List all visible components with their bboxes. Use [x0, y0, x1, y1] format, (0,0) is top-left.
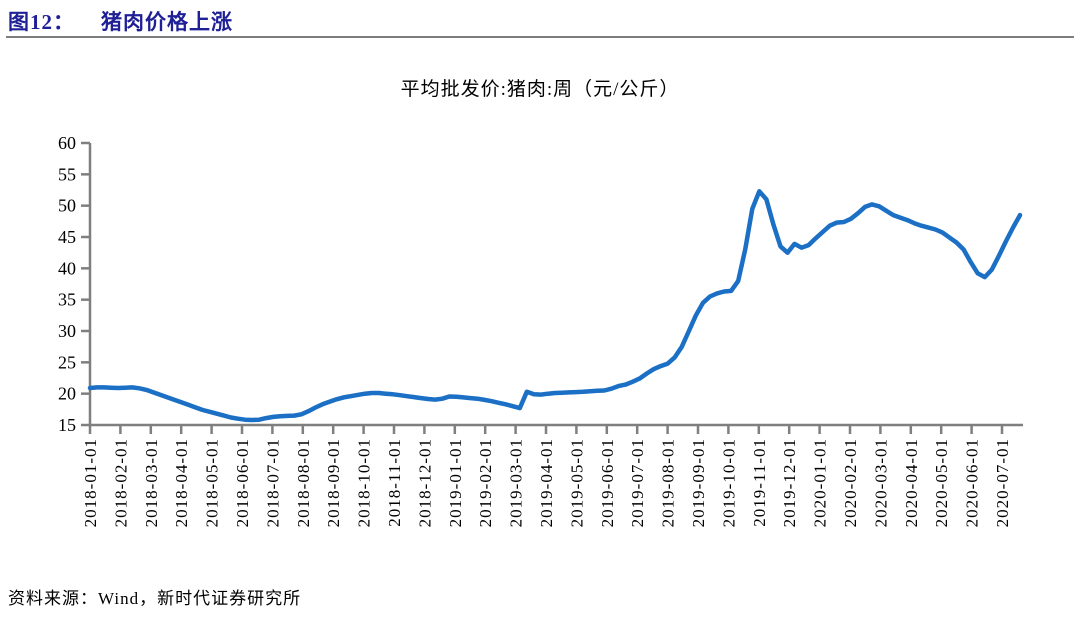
- figure-header: 图12： 猪肉价格上涨: [8, 6, 1072, 36]
- y-tick-label: 40: [58, 258, 76, 278]
- x-tick-label: 2019-01-01: [446, 438, 465, 527]
- y-tick-label: 50: [58, 196, 76, 216]
- figure-number-label: 图12：: [8, 10, 75, 34]
- y-tick-label: 25: [58, 352, 76, 372]
- x-tick-label: 2020-02-01: [841, 438, 860, 527]
- x-tick-label: 2019-05-01: [567, 438, 586, 527]
- x-tick-label: 2019-08-01: [659, 438, 678, 527]
- x-tick-label: 2018-09-01: [324, 438, 343, 527]
- x-tick-label: 2018-11-01: [385, 438, 404, 527]
- source-note: 资料来源：Wind，新时代证券研究所: [8, 589, 302, 608]
- axes-group: [81, 141, 1023, 434]
- x-tick-label: 2019-06-01: [598, 438, 617, 527]
- x-tick-label: 2019-10-01: [719, 438, 738, 527]
- x-tick-label: 2018-12-01: [415, 438, 434, 527]
- x-tick-label: 2020-06-01: [963, 438, 982, 527]
- x-tick-label: 2020-05-01: [932, 438, 951, 527]
- x-tick-label: 2020-01-01: [811, 438, 830, 527]
- x-tick-label: 2018-03-01: [142, 438, 161, 527]
- y-tick-label: 35: [58, 290, 76, 310]
- x-tick-label: 2018-01-01: [81, 438, 100, 527]
- y-tick-label: 30: [58, 321, 76, 341]
- x-tick-label: 2018-06-01: [233, 438, 252, 527]
- x-tick-label: 2018-05-01: [203, 438, 222, 527]
- x-tick-label: 2020-07-01: [993, 438, 1012, 527]
- x-tick-label: 2020-03-01: [871, 438, 890, 527]
- x-tick-label: 2019-11-01: [750, 438, 769, 527]
- x-tick-label: 2018-08-01: [294, 438, 313, 527]
- price-line: [87, 189, 1023, 423]
- x-tick-label: 2020-04-01: [902, 438, 921, 527]
- tick-labels-group: 60 55 50 45 40 35 30 25 20 15 2018-01-01 2018-02-01…: [58, 133, 1012, 527]
- x-tick-label: 2018-04-01: [172, 438, 191, 527]
- x-tick-label: 2018-02-01: [111, 438, 130, 527]
- axis-lines: [88, 143, 1023, 427]
- y-tick-label: 15: [58, 415, 76, 435]
- x-tick-label: 2018-07-01: [263, 438, 282, 527]
- y-tick-label: 45: [58, 227, 76, 247]
- x-tick-label: 2019-09-01: [689, 438, 708, 527]
- x-tick-label: 2019-07-01: [628, 438, 647, 527]
- series-group: [87, 189, 1023, 423]
- chart-title: 平均批发价:猪肉:周（元/公斤）: [400, 79, 680, 100]
- y-tick-label: 60: [58, 133, 76, 153]
- y-tick-label: 20: [58, 384, 76, 404]
- y-tick-label: 55: [58, 164, 76, 184]
- x-tick-label: 2019-03-01: [507, 438, 526, 527]
- header-divider: [6, 36, 1074, 38]
- x-tick-label: 2019-04-01: [537, 438, 556, 527]
- x-tick-label: 2018-10-01: [355, 438, 374, 527]
- x-tick-label: 2019-02-01: [476, 438, 495, 527]
- figure-title: 猪肉价格上涨: [101, 10, 233, 34]
- x-tick-label: 2019-12-01: [780, 438, 799, 527]
